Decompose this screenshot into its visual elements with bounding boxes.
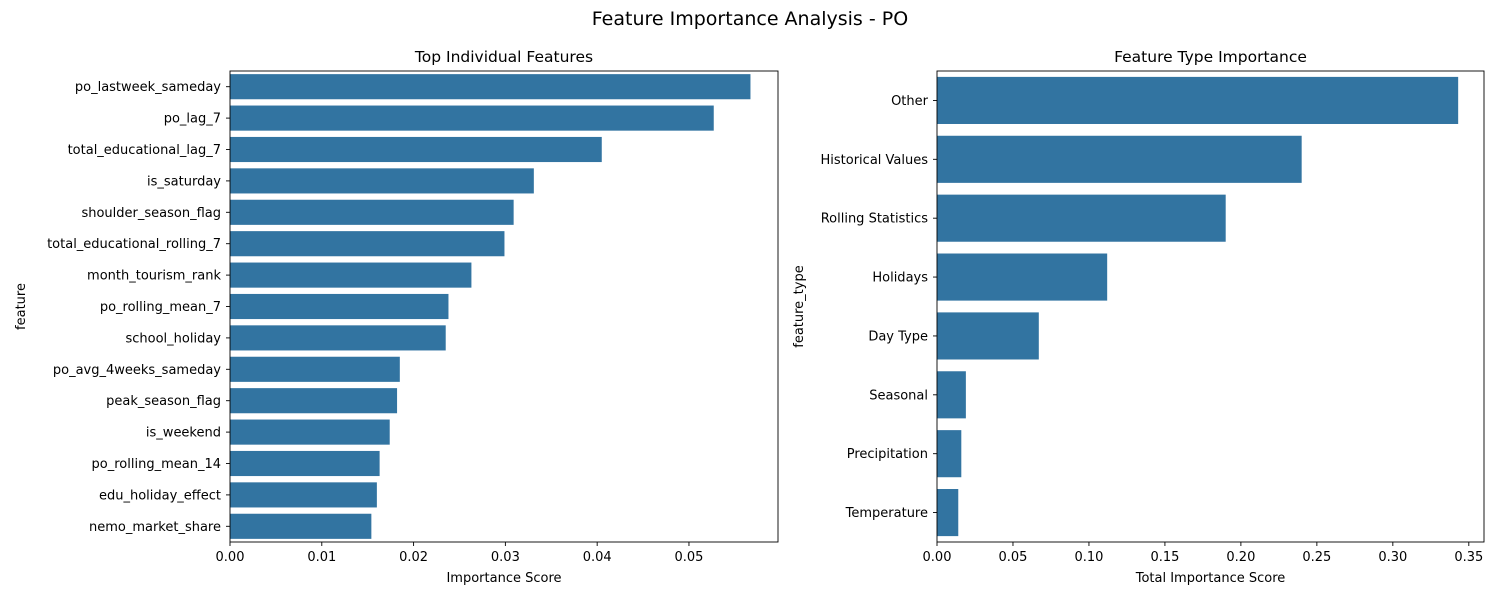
bar: [937, 76, 1459, 124]
chart-title: Top Individual Features: [414, 48, 593, 66]
y-tick-label: Historical Values: [821, 153, 929, 168]
x-axis-label: Importance Score: [446, 571, 561, 586]
y-tick-label: Seasonal: [869, 388, 928, 403]
bar: [230, 199, 514, 225]
x-tick-label: 0.10: [1074, 550, 1103, 565]
figure-title: Feature Importance Analysis - PO: [591, 8, 909, 30]
x-tick-label: 0.02: [399, 550, 428, 565]
y-tick-label: Precipitation: [847, 447, 928, 462]
x-tick-label: 0.20: [1226, 550, 1255, 565]
bar: [937, 312, 1039, 360]
y-tick-label: month_tourism_rank: [87, 269, 221, 284]
x-tick-label: 0.05: [998, 550, 1027, 565]
bar: [230, 450, 380, 477]
y-tick-label: nemo_market_share: [89, 520, 221, 535]
bar: [230, 388, 398, 414]
x-tick-label: 0.01: [307, 550, 336, 565]
y-tick-label: total_educational_lag_7: [68, 143, 221, 158]
bar: [230, 293, 449, 320]
bar: [230, 482, 377, 508]
x-tick-label: 0.03: [491, 550, 520, 565]
y-tick-label: is_saturday: [147, 174, 221, 189]
y-tick-label: peak_season_flag: [106, 394, 221, 409]
bar: [230, 231, 505, 257]
y-tick-label: is_weekend: [146, 426, 221, 441]
x-tick-label: 0.30: [1378, 550, 1407, 565]
bar: [937, 194, 1226, 242]
bar: [230, 356, 400, 382]
y-tick-label: Rolling Statistics: [821, 212, 929, 227]
bar: [230, 419, 390, 445]
y-tick-label: total_educational_rolling_7: [47, 237, 221, 252]
y-tick-label: Temperature: [845, 506, 928, 521]
y-tick-label: Day Type: [868, 329, 928, 344]
y-tick-label: po_avg_4weeks_sameday: [53, 363, 221, 378]
bar: [230, 105, 714, 131]
bar: [230, 513, 372, 539]
bar: [937, 135, 1302, 183]
chart-title: Feature Type Importance: [1114, 48, 1307, 66]
x-tick-label: 0.00: [216, 550, 245, 565]
y-tick-label: Holidays: [872, 271, 928, 286]
y-axis-label: feature: [14, 283, 29, 330]
x-axis-label: Total Importance Score: [1135, 571, 1286, 586]
bar: [230, 262, 472, 288]
x-tick-label: 0.15: [1150, 550, 1179, 565]
x-tick-label: 0.25: [1302, 550, 1331, 565]
y-axis-label: feature_type: [792, 265, 807, 347]
y-tick-label: po_lastweek_sameday: [75, 80, 221, 95]
bar: [230, 136, 602, 163]
axes-frame: [936, 70, 1485, 543]
bar: [937, 371, 966, 419]
x-tick-label: 0.04: [583, 550, 612, 565]
y-tick-label: edu_holiday_effect: [99, 488, 221, 503]
bar: [230, 325, 446, 351]
y-tick-label: Other: [891, 94, 929, 109]
x-tick-label: 0.00: [923, 550, 952, 565]
bar: [937, 253, 1108, 301]
bar: [937, 430, 962, 478]
x-tick-label: 0.05: [674, 550, 703, 565]
y-tick-label: po_lag_7: [164, 112, 221, 127]
x-tick-label: 0.35: [1454, 550, 1483, 565]
y-tick-label: po_rolling_mean_14: [92, 457, 221, 472]
y-tick-label: shoulder_season_flag: [81, 206, 221, 221]
y-tick-label: po_rolling_mean_7: [100, 300, 221, 315]
y-tick-label: school_holiday: [125, 331, 221, 346]
bar: [937, 489, 959, 537]
bar: [230, 74, 751, 100]
bar: [230, 168, 534, 194]
